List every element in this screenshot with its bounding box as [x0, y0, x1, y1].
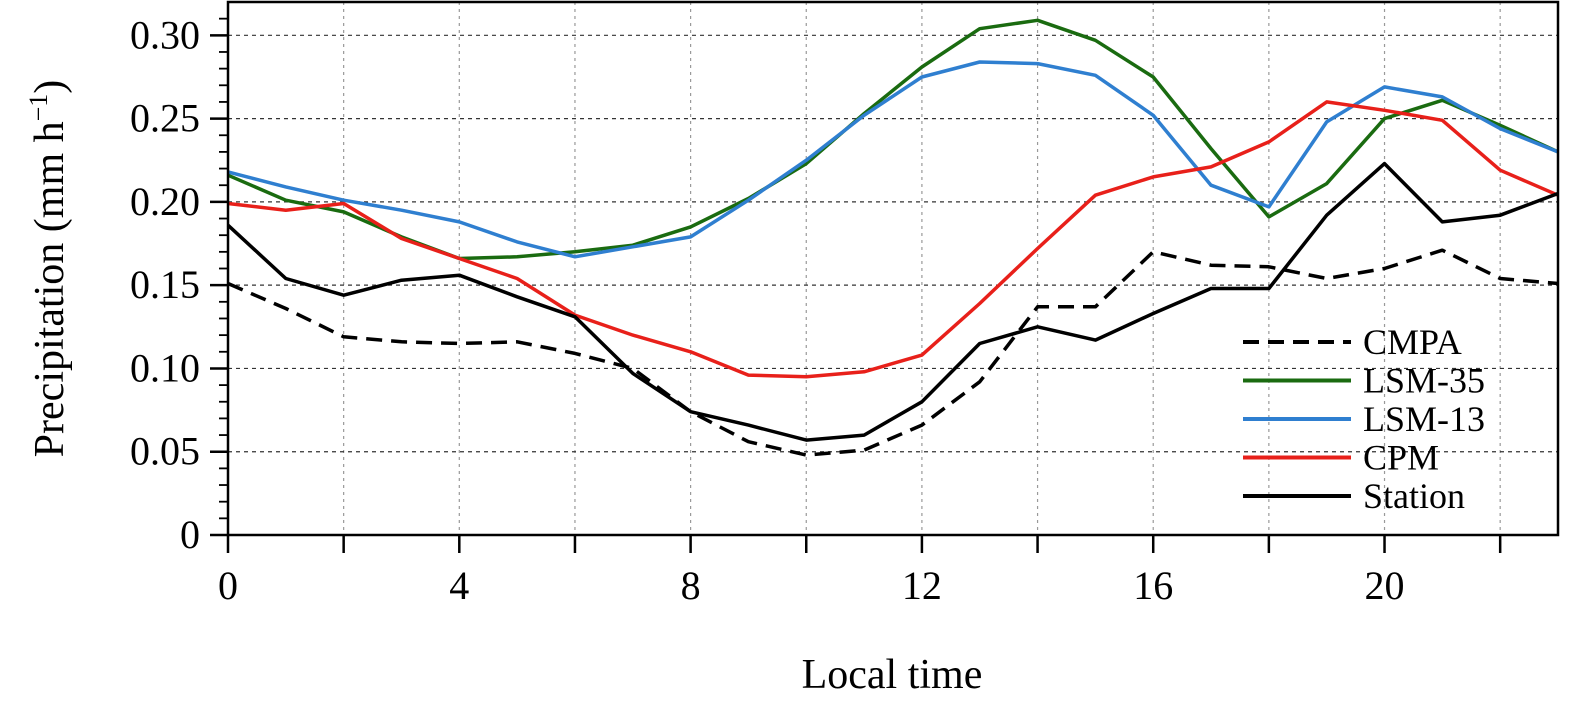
y-axis-title: Precipitation (mm h−1): [24, 80, 73, 458]
y-axis-title-close: ): [27, 80, 73, 94]
y-tick-label: 0.30: [130, 12, 200, 57]
legend-label-lsm-13: LSM-13: [1363, 399, 1485, 439]
y-tick-label: 0.25: [130, 96, 200, 141]
axis-ticks: [210, 17, 1502, 553]
y-tick-label: 0: [180, 512, 200, 557]
legend-label-cpm: CPM: [1363, 438, 1439, 478]
y-tick-label: 0.15: [130, 262, 200, 307]
legend-label-station: Station: [1363, 476, 1465, 516]
x-tick-label: 4: [449, 563, 469, 608]
legend-label-cmpa: CMPA: [1363, 322, 1462, 362]
y-tick-label: 0.05: [130, 429, 200, 474]
series-lines: [226, 18, 1559, 457]
tick-labels: 0 4 8 12 16 20 0 0.05 0.10 0.15 0.20 0.25 0.30: [130, 12, 1405, 608]
y-tick-label: 0.10: [130, 345, 200, 390]
y-axis-title-unit-exponent: −1: [24, 94, 53, 122]
x-tick-label: 16: [1133, 563, 1173, 608]
y-axis-title-main: Precipitation (mm h: [27, 121, 73, 457]
y-tick-label: 0.20: [130, 179, 200, 224]
legend-label-lsm-35: LSM-35: [1363, 361, 1485, 401]
x-tick-label: 20: [1365, 563, 1405, 608]
x-tick-label: 8: [681, 563, 701, 608]
series-line-station: [226, 161, 1559, 442]
x-axis-title: Local time: [802, 652, 983, 698]
x-tick-label: 0: [218, 563, 238, 608]
x-tick-label: 12: [902, 563, 942, 608]
series-line-cmpa: [227, 248, 1559, 457]
series-line-cpm: [227, 100, 1559, 379]
series-line-lsm-13: [227, 60, 1559, 259]
